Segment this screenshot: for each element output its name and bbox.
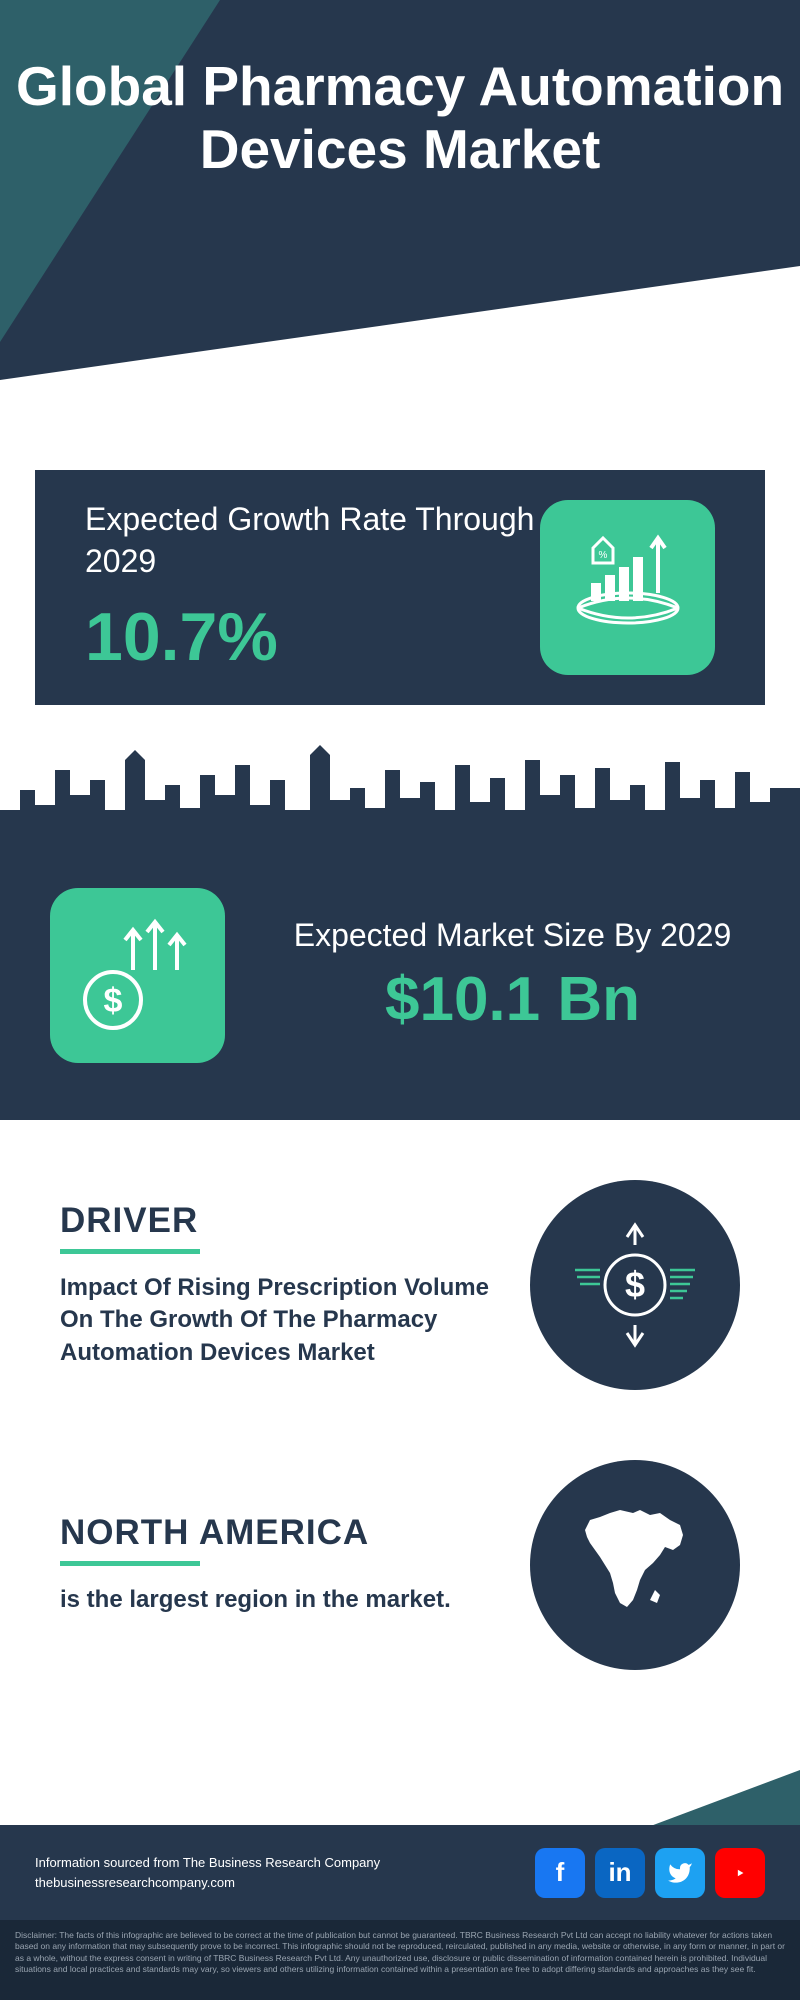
page-title: Global Pharmacy Automation Devices Marke… <box>0 55 800 182</box>
region-section: NORTH AMERICA is the largest region in t… <box>60 1460 740 1670</box>
market-size-panel: $ Expected Market Size By 2029 $10.1 Bn <box>0 830 800 1120</box>
footer: Information sourced from The Business Re… <box>0 1720 800 2000</box>
city-skyline-icon <box>0 720 800 840</box>
footer-source: Information sourced from The Business Re… <box>35 1853 380 1892</box>
driver-body: Impact Of Rising Prescription Volume On … <box>60 1272 490 1369</box>
heading-underline <box>60 1249 200 1254</box>
social-buttons: f in <box>535 1848 765 1898</box>
north-america-map-icon <box>530 1460 740 1670</box>
dollar-cycle-icon: $ <box>530 1180 740 1390</box>
svg-text:$: $ <box>103 982 122 1020</box>
market-value: $10.1 Bn <box>275 964 750 1035</box>
dollar-arrows-up-icon: $ <box>50 888 225 1063</box>
growth-value: 10.7% <box>85 598 540 676</box>
region-body: is the largest region in the market. <box>60 1584 490 1616</box>
region-text-block: NORTH AMERICA is the largest region in t… <box>60 1513 490 1616</box>
driver-section: DRIVER Impact Of Rising Prescription Vol… <box>60 1180 740 1390</box>
driver-heading: DRIVER <box>60 1201 490 1241</box>
twitter-icon[interactable] <box>655 1848 705 1898</box>
footer-bar: Information sourced from The Business Re… <box>0 1825 800 1920</box>
globe-growth-chart-icon: % <box>540 500 715 675</box>
growth-rate-panel: Expected Growth Rate Through 2029 10.7% … <box>35 470 765 705</box>
linkedin-icon[interactable]: in <box>595 1848 645 1898</box>
growth-label: Expected Growth Rate Through 2029 <box>85 499 540 582</box>
market-text-block: Expected Market Size By 2029 $10.1 Bn <box>275 915 750 1036</box>
svg-text:%: % <box>598 550 607 561</box>
svg-text:$: $ <box>625 1264 645 1305</box>
market-label: Expected Market Size By 2029 <box>275 915 750 957</box>
source-line-1: Information sourced from The Business Re… <box>35 1853 380 1873</box>
driver-text-block: DRIVER Impact Of Rising Prescription Vol… <box>60 1201 490 1369</box>
youtube-icon[interactable] <box>715 1848 765 1898</box>
source-line-2: thebusinessresearchcompany.com <box>35 1873 380 1893</box>
disclaimer: Disclaimer: The facts of this infographi… <box>0 1920 800 2000</box>
heading-underline <box>60 1561 200 1566</box>
region-heading: NORTH AMERICA <box>60 1513 490 1553</box>
header: Global Pharmacy Automation Devices Marke… <box>0 0 800 440</box>
facebook-icon[interactable]: f <box>535 1848 585 1898</box>
growth-text-block: Expected Growth Rate Through 2029 10.7% <box>85 499 540 675</box>
